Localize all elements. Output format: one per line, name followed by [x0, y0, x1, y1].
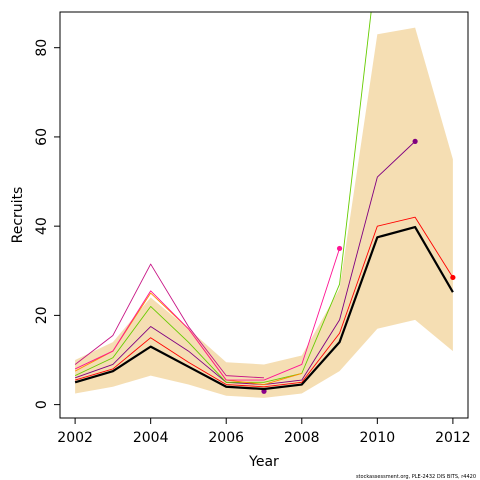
confidence-band [75, 27, 453, 398]
y-tick-label: 0 [34, 400, 50, 409]
x-tick-label: 2002 [57, 430, 93, 446]
x-tick-label: 2010 [360, 430, 396, 446]
series-end-point-2 [450, 274, 456, 281]
x-tick-label: 2012 [435, 430, 471, 446]
series-line-3 [74, 141, 416, 385]
x-axis: 2002 2004 2006 2008 2010 2012 [57, 418, 471, 446]
series-end-point-6 [336, 245, 343, 252]
y-tick-label: 60 [34, 128, 50, 146]
series-line-2 [74, 216, 454, 388]
y-axis: 0 20 40 60 80 [34, 39, 60, 409]
x-tick-label: 2004 [133, 430, 169, 446]
x-axis-title: Year [248, 454, 279, 470]
y-tick-label: 20 [34, 306, 50, 324]
x-tick-label: 2006 [208, 430, 244, 446]
y-axis-title: Recruits [10, 187, 26, 244]
series-line-4 [74, 12, 372, 383]
series-line-1 [74, 225, 454, 391]
y-tick-label: 40 [34, 217, 50, 235]
series-end-point-3 [412, 138, 418, 144]
x-tick-label: 2008 [284, 430, 320, 446]
series-line-7 [74, 263, 265, 379]
credit-text: stockassessment.org, PLE-2432 DIS BITS, … [356, 474, 476, 480]
y-tick-label: 80 [34, 39, 50, 57]
plot-frame [59, 11, 469, 419]
series-line-6 [74, 248, 340, 381]
